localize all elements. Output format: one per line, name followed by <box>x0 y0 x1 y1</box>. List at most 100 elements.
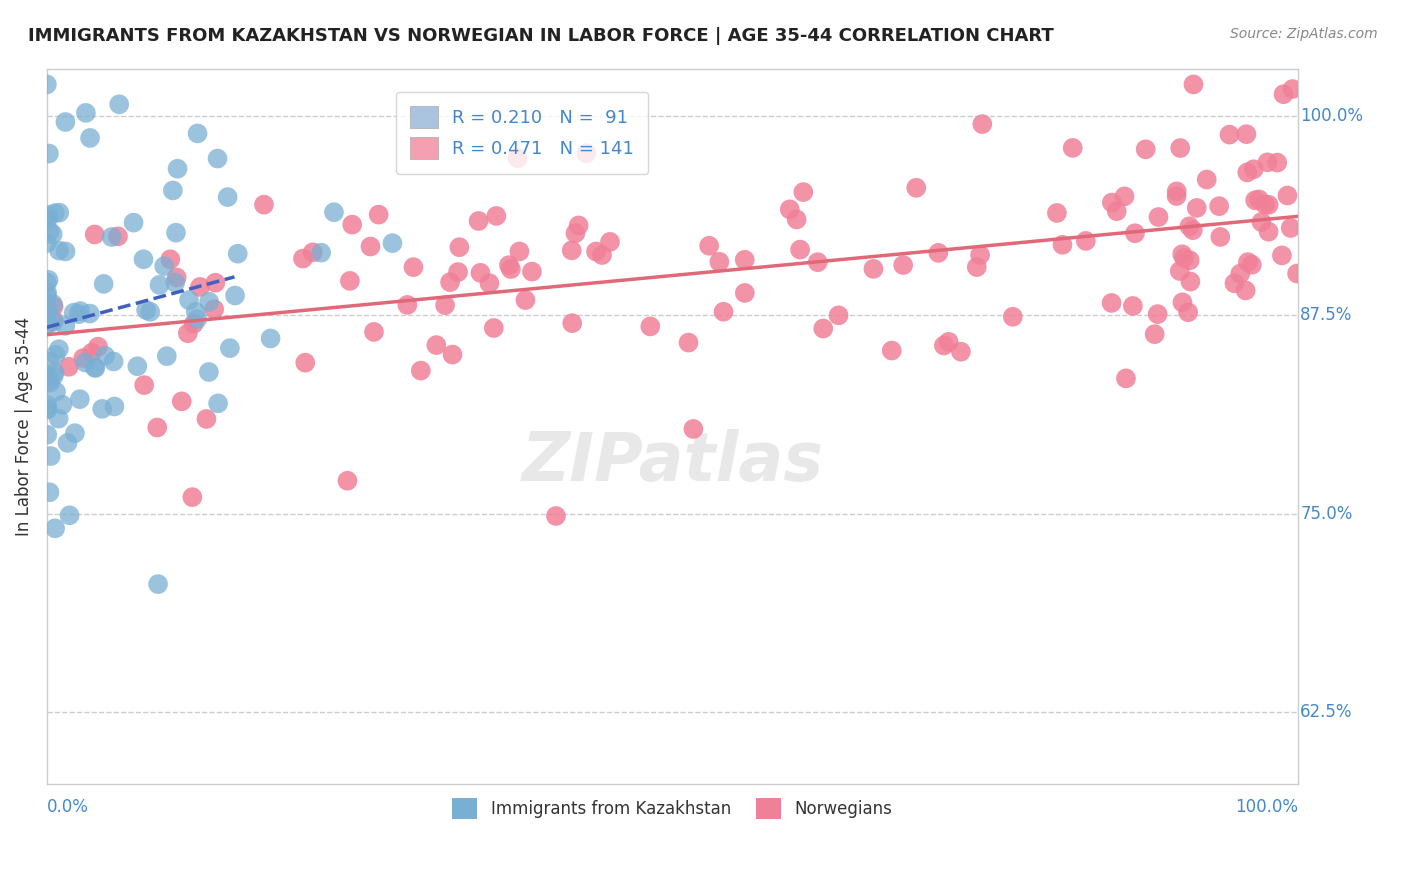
Point <box>165 276 187 290</box>
Point <box>932 338 955 352</box>
Point <box>202 302 225 317</box>
Point <box>162 183 184 197</box>
Point <box>568 219 591 233</box>
Point <box>87 340 110 354</box>
Point <box>1257 225 1279 239</box>
Point <box>1281 82 1303 96</box>
Point <box>309 245 332 260</box>
Point <box>1236 165 1258 179</box>
Point <box>35 78 58 92</box>
Point <box>166 161 188 176</box>
Point <box>1146 307 1168 321</box>
Point <box>91 401 114 416</box>
Point <box>1062 141 1084 155</box>
Point <box>38 146 60 161</box>
Y-axis label: In Labor Force | Age 35-44: In Labor Force | Age 35-44 <box>15 317 32 536</box>
Text: 100.0%: 100.0% <box>1234 798 1298 816</box>
Point <box>1277 188 1299 202</box>
Point <box>1182 78 1205 92</box>
Point <box>1265 155 1288 169</box>
Point <box>48 244 70 258</box>
Point <box>37 318 59 332</box>
Point <box>253 197 276 211</box>
Point <box>1173 251 1195 265</box>
Point <box>1114 189 1136 203</box>
Point <box>966 260 988 274</box>
Point <box>441 348 464 362</box>
Point <box>470 266 492 280</box>
Text: 100.0%: 100.0% <box>1301 107 1364 125</box>
Point <box>449 240 471 254</box>
Point <box>75 355 97 369</box>
Point <box>340 218 363 232</box>
Point <box>135 303 157 318</box>
Point <box>177 293 200 307</box>
Point <box>1171 295 1194 310</box>
Point <box>42 314 65 328</box>
Point <box>1256 155 1278 169</box>
Point <box>1234 284 1257 298</box>
Point <box>367 208 389 222</box>
Point <box>1234 127 1257 141</box>
Point <box>561 316 583 330</box>
Point <box>259 331 281 345</box>
Point <box>35 276 58 290</box>
Point <box>83 227 105 242</box>
Point <box>38 485 60 500</box>
Point <box>122 216 145 230</box>
Point <box>134 378 156 392</box>
Point <box>35 368 58 383</box>
Point <box>177 326 200 341</box>
Text: IMMIGRANTS FROM KAZAKHSTAN VS NORWEGIAN IN LABOR FORCE | AGE 35-44 CORRELATION C: IMMIGRANTS FROM KAZAKHSTAN VS NORWEGIAN … <box>28 27 1054 45</box>
Point <box>709 255 731 269</box>
Point <box>807 255 830 269</box>
Point <box>37 302 59 317</box>
Point <box>813 321 835 335</box>
Point <box>1168 264 1191 278</box>
Point <box>713 304 735 318</box>
Point <box>1257 198 1279 212</box>
Point <box>42 300 65 314</box>
Point <box>1271 248 1294 262</box>
Point <box>207 396 229 410</box>
Point <box>520 265 543 279</box>
Point <box>1101 296 1123 310</box>
Point <box>37 427 59 442</box>
Point <box>359 239 381 253</box>
Point <box>38 273 60 287</box>
Point <box>224 288 246 302</box>
Point <box>58 508 80 523</box>
Point <box>37 402 59 417</box>
Point <box>1171 247 1194 261</box>
Point <box>1218 128 1240 142</box>
Point <box>183 317 205 331</box>
Point <box>1279 221 1302 235</box>
Point <box>48 342 70 356</box>
Text: 75.0%: 75.0% <box>1301 505 1353 523</box>
Point <box>938 334 960 349</box>
Point <box>35 313 58 327</box>
Point <box>786 212 808 227</box>
Point <box>678 335 700 350</box>
Point <box>35 310 58 325</box>
Point <box>58 359 80 374</box>
Point <box>1046 206 1069 220</box>
Point <box>55 115 77 129</box>
Point <box>779 202 801 217</box>
Point <box>195 412 218 426</box>
Point <box>42 313 65 327</box>
Point <box>93 277 115 291</box>
Point <box>792 185 814 199</box>
Point <box>166 270 188 285</box>
Point <box>499 262 522 277</box>
Point <box>544 508 567 523</box>
Point <box>1147 210 1170 224</box>
Point <box>363 325 385 339</box>
Point <box>323 205 346 219</box>
Point <box>506 151 529 165</box>
Point <box>75 106 97 120</box>
Point <box>1243 162 1265 177</box>
Point <box>498 258 520 272</box>
Legend: Immigrants from Kazakhstan, Norwegians: Immigrants from Kazakhstan, Norwegians <box>446 792 898 825</box>
Point <box>1052 237 1074 252</box>
